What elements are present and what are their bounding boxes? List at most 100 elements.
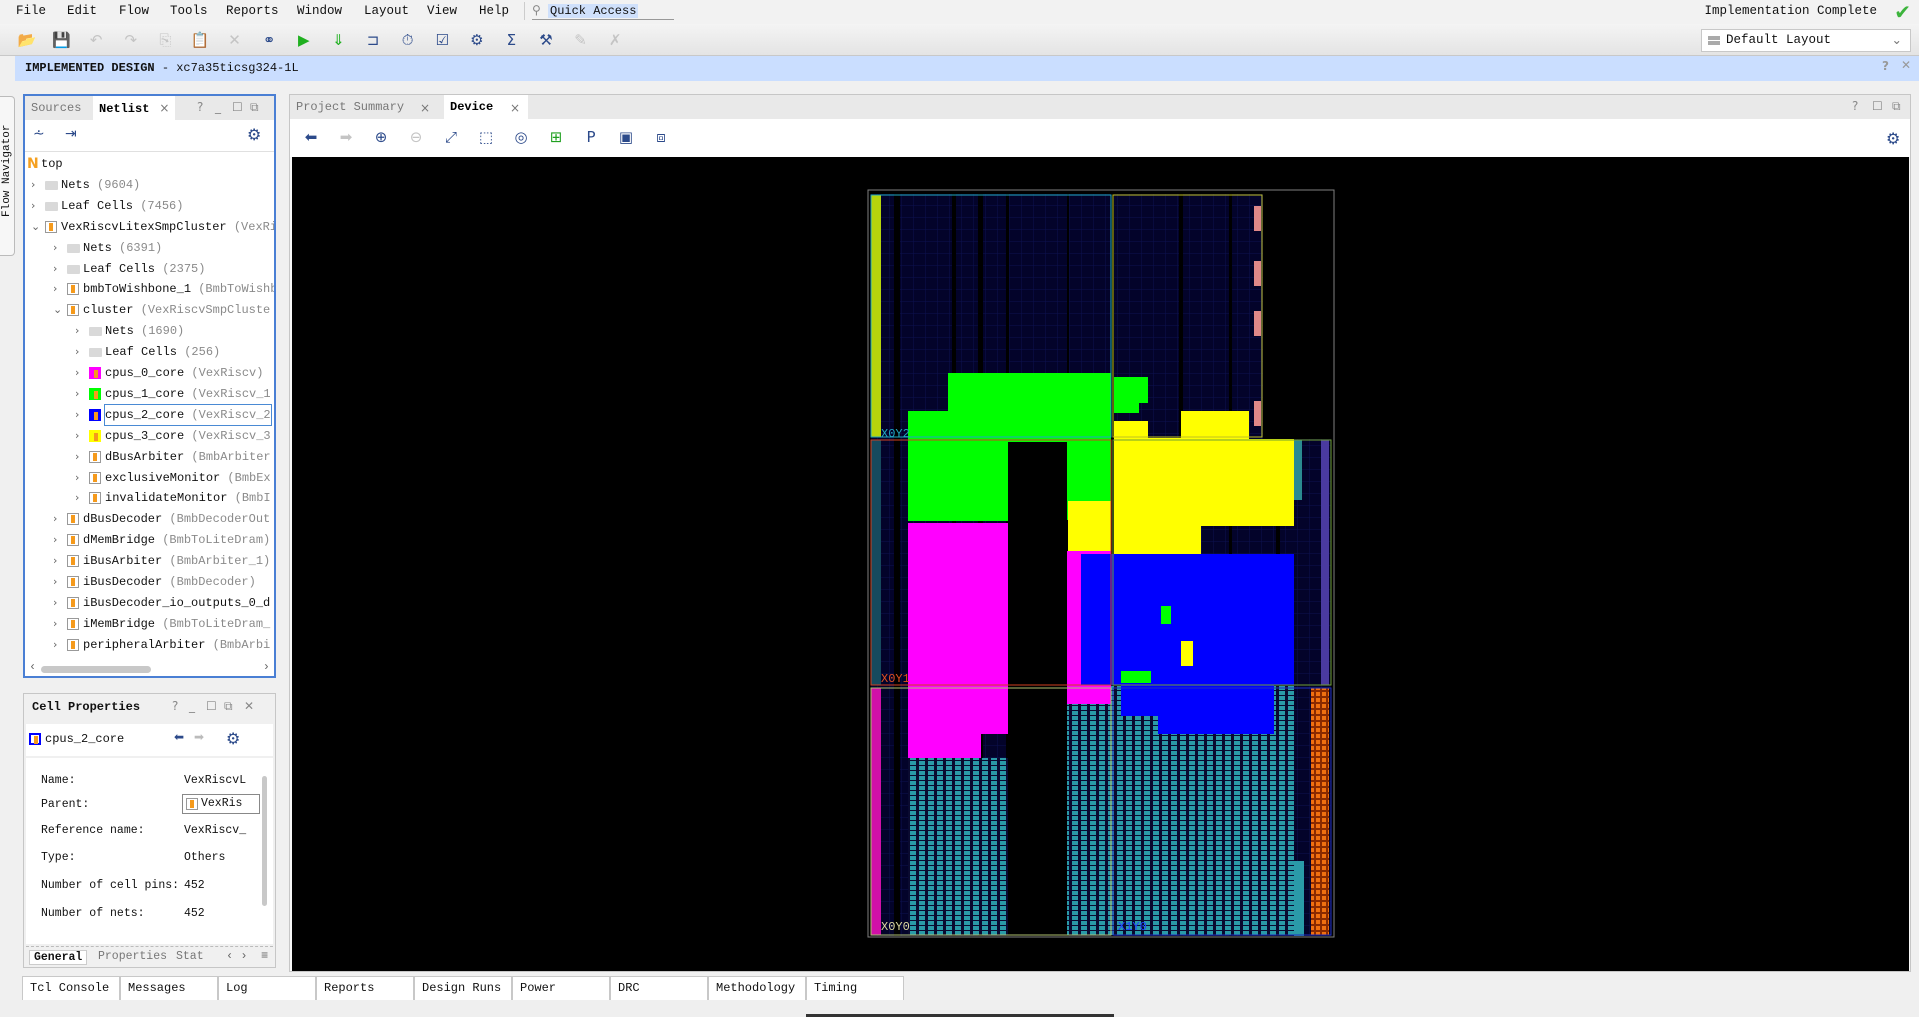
scroll-left-icon[interactable]: ‹ bbox=[29, 660, 37, 674]
scroll-tabs-icon[interactable]: ‹ › bbox=[226, 949, 248, 963]
chevron-right-icon[interactable]: › bbox=[75, 470, 80, 484]
tree-item[interactable]: › invalidateMonitor (BmbI bbox=[25, 488, 274, 508]
help-icon[interactable]: ? bbox=[172, 699, 179, 713]
tab-menu-icon[interactable]: ≡ bbox=[261, 949, 269, 963]
close-icon[interactable]: × bbox=[420, 101, 431, 115]
zoom-in-icon[interactable]: ⊕ bbox=[374, 128, 388, 146]
tab-properties[interactable]: Properties bbox=[98, 950, 168, 963]
tab-stat[interactable]: Stat bbox=[176, 950, 204, 963]
quick-access-search[interactable]: ⚲ Quick Access bbox=[532, 1, 674, 20]
tree-item[interactable]: ⌄ cluster (VexRiscvSmpCluste bbox=[25, 300, 274, 320]
menu-tools[interactable]: Tools bbox=[170, 4, 208, 18]
chevron-right-icon[interactable]: › bbox=[53, 575, 58, 588]
open-project-icon[interactable]: 📂 bbox=[17, 31, 37, 49]
menu-view[interactable]: View bbox=[427, 4, 458, 18]
delete-icon[interactable]: ✕ bbox=[228, 31, 241, 49]
tree-item[interactable]: › Leaf Cells (256) bbox=[25, 342, 274, 362]
forward-icon[interactable]: ➡ bbox=[194, 730, 205, 744]
device-view[interactable]: X0Y2 X0Y1 X0Y0 X1Y0 bbox=[292, 157, 1909, 971]
tree-item[interactable]: › cpus_0_core (VexRiscv) bbox=[25, 363, 274, 383]
tree-item[interactable]: › cpus_2_core (VexRiscv_2 bbox=[25, 403, 274, 426]
gear-icon[interactable]: ⚙ bbox=[247, 125, 262, 144]
device-floorplan[interactable]: X0Y2 X0Y1 X0Y0 X1Y0 bbox=[292, 157, 1909, 971]
tab-messages[interactable]: Messages bbox=[120, 976, 218, 1000]
parent-link[interactable]: VexRis bbox=[182, 794, 260, 814]
program-bitstream-icon[interactable]: ⇓ bbox=[332, 31, 345, 49]
run-icon[interactable]: ▶ bbox=[298, 31, 310, 49]
cancel-disabled-icon[interactable]: ✗ bbox=[608, 31, 622, 49]
chevron-right-icon[interactable]: › bbox=[75, 407, 80, 421]
chevron-right-icon[interactable]: › bbox=[53, 261, 58, 275]
chevron-right-icon[interactable]: › bbox=[53, 512, 58, 526]
chevron-right-icon[interactable]: › bbox=[31, 177, 36, 191]
redo-icon[interactable]: ↷ bbox=[124, 31, 138, 49]
horizontal-scrollbar[interactable]: ‹ › bbox=[29, 660, 270, 674]
menu-reports[interactable]: Reports bbox=[226, 4, 279, 18]
chevron-right-icon[interactable]: › bbox=[53, 240, 58, 254]
tab-power[interactable]: Power bbox=[512, 976, 610, 1000]
gear-icon[interactable]: ⚙ bbox=[226, 729, 241, 748]
close-icon[interactable]: × bbox=[510, 101, 521, 115]
checklist-icon[interactable]: ☑ bbox=[435, 31, 449, 49]
tab-general[interactable]: General bbox=[29, 950, 88, 965]
tree-item[interactable]: › peripheralArbiter (BmbArbi bbox=[25, 635, 274, 655]
tab-design-runs[interactable]: Design Runs bbox=[414, 976, 512, 1000]
save-icon[interactable]: 💾 bbox=[52, 31, 71, 49]
collapse-all-icon[interactable]: ⩪ bbox=[33, 126, 45, 142]
tree-item[interactable]: › iBusDecoder (BmbDecoder) bbox=[25, 572, 274, 592]
tree-item[interactable]: › Leaf Cells (2375) bbox=[25, 259, 274, 279]
tree-item[interactable]: ⌄ VexRiscvLitexSmpCluster (VexRi bbox=[25, 217, 274, 237]
tree-item[interactable]: › dBusDecoder (BmbDecoderOut bbox=[25, 509, 274, 529]
tab-tcl-console[interactable]: Tcl Console bbox=[22, 976, 120, 1000]
chevron-down-icon[interactable]: ⌄ bbox=[31, 219, 41, 233]
find-icon[interactable]: ⚭ bbox=[262, 31, 276, 49]
implement-settings-icon[interactable]: ⚒ bbox=[539, 31, 553, 49]
tree-item[interactable]: › Leaf Cells (7456) bbox=[25, 196, 274, 216]
minimize-icon[interactable]: _ bbox=[189, 699, 195, 713]
chevron-right-icon[interactable]: › bbox=[75, 324, 80, 338]
timer-icon[interactable]: ⏱ bbox=[401, 31, 414, 49]
sum-icon[interactable]: Σ bbox=[506, 31, 517, 49]
chevron-right-icon[interactable]: › bbox=[53, 637, 58, 651]
float-icon[interactable]: ⧉ bbox=[250, 100, 259, 114]
tree-item[interactable]: › Nets (9604) bbox=[25, 175, 274, 195]
tree-item[interactable]: › iBusArbiter (BmbArbiter_1) bbox=[25, 551, 274, 571]
auto-fit-icon[interactable]: ◎ bbox=[514, 128, 528, 146]
route-icon[interactable]: ⊞ bbox=[549, 128, 563, 146]
gear-icon[interactable]: ⚙ bbox=[1886, 129, 1901, 148]
close-icon[interactable]: × bbox=[159, 101, 170, 115]
chevron-down-icon[interactable]: ⌄ bbox=[53, 303, 63, 317]
tree-item[interactable]: › bmbToWishbone_1 (BmbToWishb bbox=[25, 279, 274, 299]
close-icon[interactable]: ✕ bbox=[244, 699, 255, 713]
chevron-right-icon[interactable]: › bbox=[53, 554, 58, 568]
float-icon[interactable]: ⧉ bbox=[1892, 99, 1901, 113]
scrollbar-thumb[interactable] bbox=[41, 666, 151, 673]
tree-item[interactable]: › exclusiveMonitor (BmbEx bbox=[25, 468, 274, 488]
forward-icon[interactable]: ➡ bbox=[339, 128, 353, 146]
tab-sources[interactable]: Sources bbox=[25, 96, 87, 120]
fit-icon[interactable]: ⤢ bbox=[444, 128, 457, 146]
tab-reports[interactable]: Reports bbox=[316, 976, 414, 1000]
tree-item[interactable]: › dBusArbiter (BmbArbiter bbox=[25, 447, 274, 467]
tab-netlist[interactable]: Netlist × bbox=[93, 96, 176, 120]
tree-item[interactable]: › cpus_3_core (VexRiscv_3 bbox=[25, 426, 274, 446]
chevron-right-icon[interactable]: › bbox=[75, 491, 80, 505]
back-icon[interactable]: ⬅ bbox=[174, 730, 185, 744]
back-icon[interactable]: ⬅ bbox=[304, 128, 318, 146]
chevron-right-icon[interactable]: › bbox=[53, 282, 58, 296]
edit-disabled-icon[interactable]: ✎ bbox=[574, 31, 587, 49]
tab-project-summary[interactable]: Project Summary × bbox=[290, 95, 430, 119]
maximize-icon[interactable]: ☐ bbox=[1872, 99, 1883, 113]
tree-item[interactable]: › iBusDecoder_io_outputs_0_d bbox=[25, 593, 274, 613]
float-icon[interactable]: ⧉ bbox=[224, 699, 233, 713]
flow-navigator-tab[interactable]: Flow Navigator bbox=[0, 96, 15, 256]
settings-icon[interactable]: ⚙ bbox=[470, 31, 484, 49]
tab-timing[interactable]: Timing bbox=[806, 976, 904, 1000]
minimize-icon[interactable]: _ bbox=[215, 100, 221, 114]
scroll-right-icon[interactable]: › bbox=[262, 660, 270, 674]
menu-edit[interactable]: Edit bbox=[67, 4, 98, 18]
zoom-selection-icon[interactable]: ⬚ bbox=[478, 128, 494, 146]
draw-pblock-icon[interactable]: ▣ bbox=[618, 128, 634, 146]
tab-methodology[interactable]: Methodology bbox=[708, 976, 806, 1000]
help-icon[interactable]: ? bbox=[1882, 59, 1889, 73]
